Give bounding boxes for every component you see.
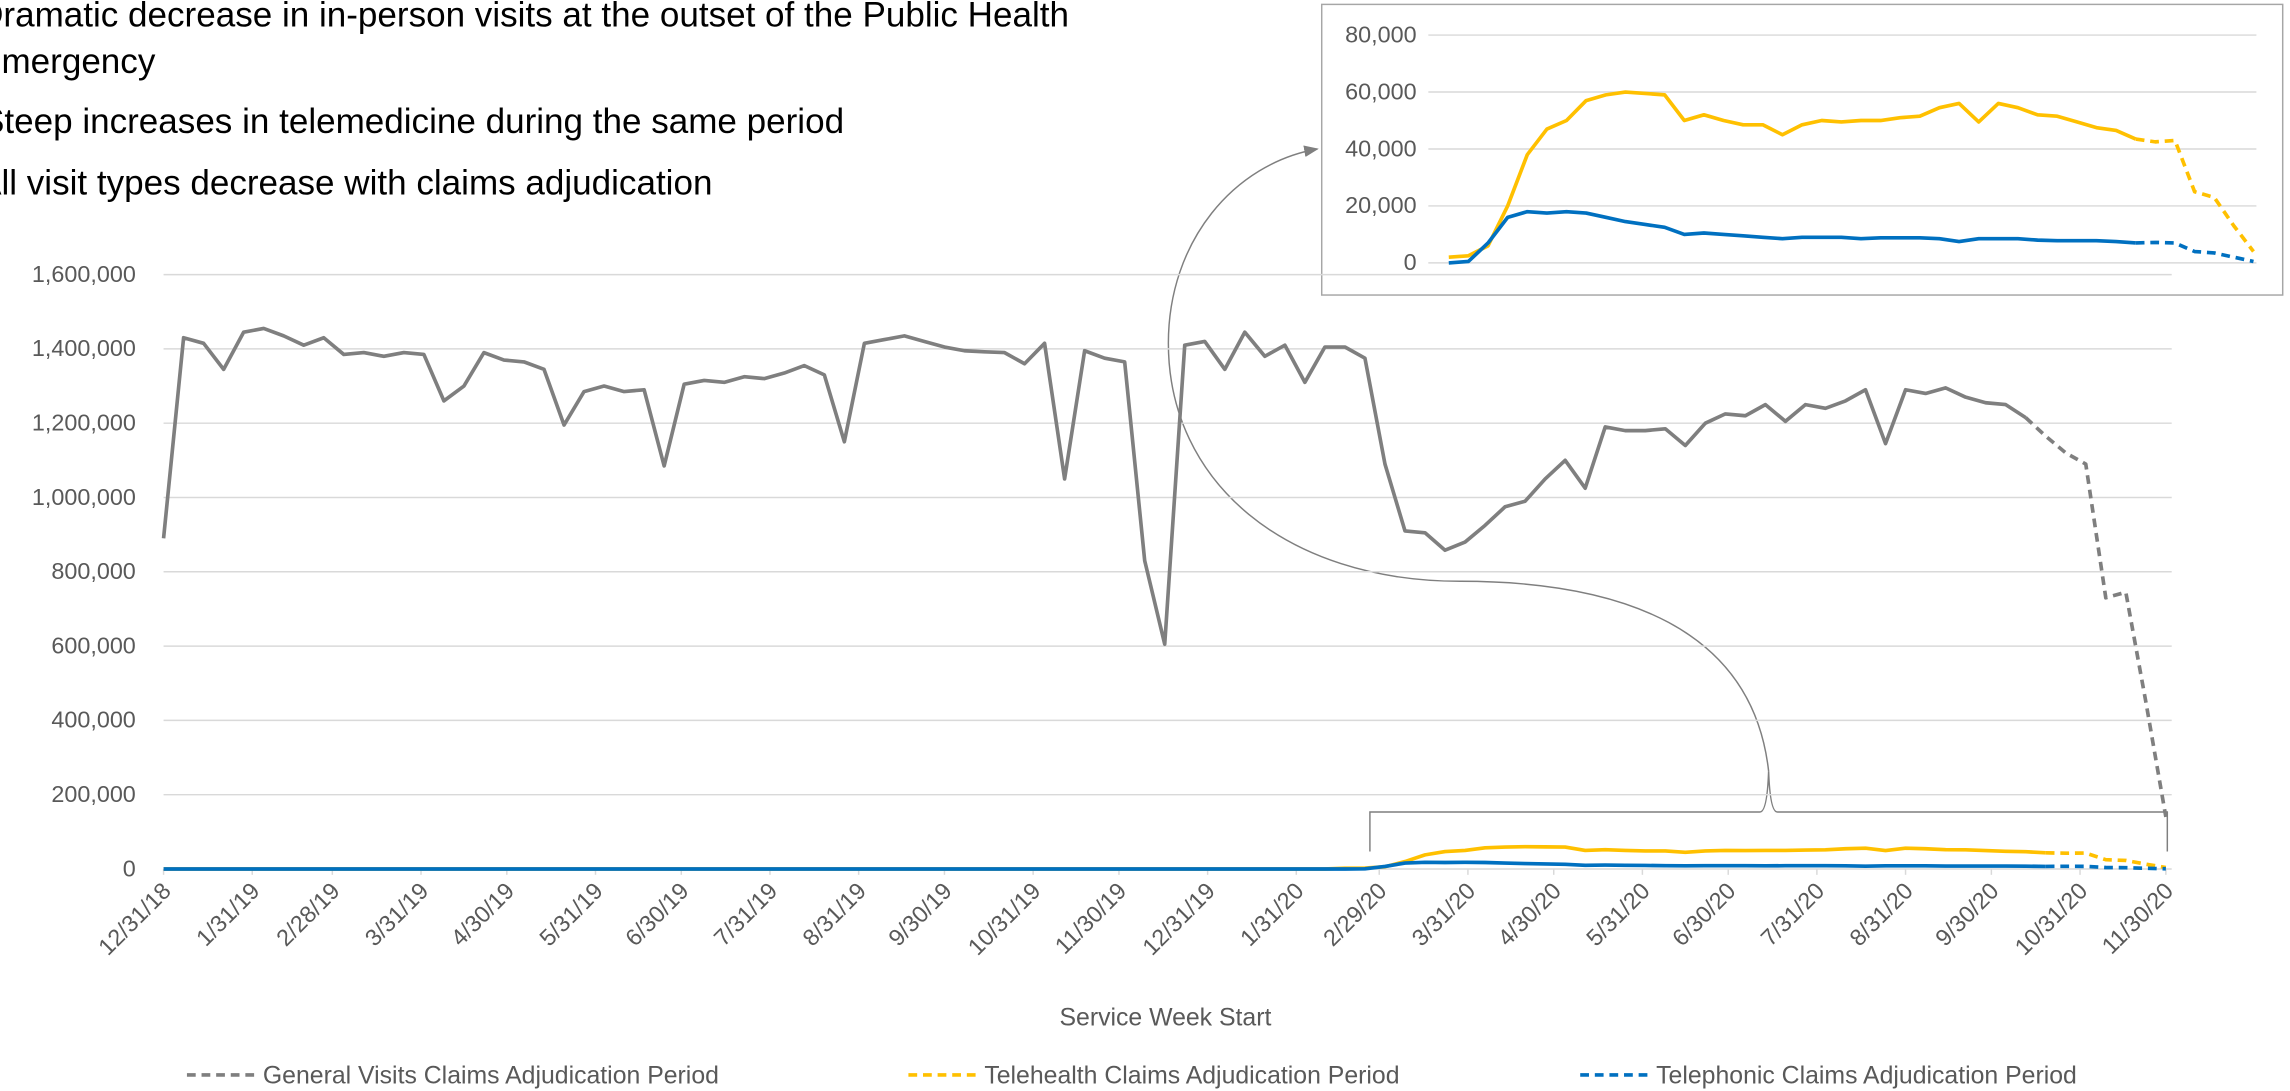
y-tick-label: 800,000 bbox=[51, 558, 135, 584]
x-tick-label: 1/31/19 bbox=[191, 878, 264, 951]
y-tick-label: 0 bbox=[1404, 249, 1417, 275]
series-line bbox=[161, 326, 2027, 647]
x-tick-label: 10/31/19 bbox=[963, 878, 1046, 961]
y-tick-label: 1,400,000 bbox=[32, 335, 136, 361]
series-line-dashed bbox=[2135, 240, 2254, 264]
x-tick-label: 6/30/19 bbox=[620, 878, 693, 951]
x-tick-label: 5/31/19 bbox=[534, 878, 607, 951]
bracket bbox=[1369, 771, 2169, 852]
x-tick-label: 11/30/19 bbox=[1050, 878, 1131, 959]
x-tick-label: 8/31/20 bbox=[1844, 878, 1918, 952]
bullet: Dramatic decrease in in-person visits at… bbox=[0, 0, 1069, 34]
x-tick-label: 10/31/20 bbox=[2010, 878, 2093, 961]
x-tick-label: 9/30/20 bbox=[1930, 878, 2004, 952]
series-line bbox=[1448, 209, 2136, 265]
x-tick-label: 1/31/20 bbox=[1235, 878, 1309, 952]
series-line-dashed bbox=[2045, 864, 2166, 871]
series-line bbox=[1448, 90, 2137, 260]
y-tick-label: 1,200,000 bbox=[32, 409, 136, 435]
x-tick-label: 2/29/20 bbox=[1318, 878, 1392, 952]
legend-label: Telehealth Claims Adjudication Period bbox=[984, 1063, 1399, 1090]
series-line-dashed bbox=[2024, 416, 2168, 818]
x-tick-label: 4/30/20 bbox=[1493, 878, 1567, 952]
x-tick-label: 6/30/20 bbox=[1667, 878, 1741, 952]
y-tick-label: 20,000 bbox=[1345, 192, 1416, 218]
y-tick-label: 60,000 bbox=[1345, 78, 1416, 104]
y-tick-label: 80,000 bbox=[1345, 21, 1416, 47]
x-tick-label: 12/31/19 bbox=[1137, 878, 1220, 961]
x-tick-label: 7/31/19 bbox=[709, 878, 782, 951]
series-line-dashed bbox=[2135, 137, 2255, 253]
y-tick-label: 400,000 bbox=[51, 707, 135, 733]
x-tick-label: 8/31/19 bbox=[797, 878, 870, 951]
bullet: Emergency bbox=[0, 42, 156, 81]
connector bbox=[1167, 145, 1770, 772]
x-tick-label: 12/31/18 bbox=[93, 878, 176, 961]
legend-label: General Visits Claims Adjudication Perio… bbox=[263, 1063, 719, 1090]
series-line-dashed bbox=[2045, 850, 2167, 870]
x-tick-label: 9/30/19 bbox=[883, 878, 956, 951]
bullet: All visit types decrease with claims adj… bbox=[0, 163, 712, 202]
series-line bbox=[163, 860, 2046, 871]
y-tick-label: 0 bbox=[123, 855, 136, 881]
y-tick-label: 1,000,000 bbox=[32, 484, 136, 510]
x-tick-label: 5/31/20 bbox=[1581, 878, 1655, 952]
x-tick-label: 7/31/20 bbox=[1756, 878, 1830, 952]
x-tick-label: 11/30/20 bbox=[2097, 878, 2178, 959]
x-tick-label: 2/28/19 bbox=[271, 878, 344, 951]
x-tick-label: 4/30/19 bbox=[446, 878, 519, 951]
bullet: Steep increases in telemedicine during t… bbox=[0, 102, 844, 141]
y-tick-label: 600,000 bbox=[51, 632, 135, 658]
x-axis-title: Service Week Start bbox=[1059, 1004, 1271, 1031]
x-tick-label: 3/31/20 bbox=[1407, 878, 1481, 952]
y-tick-label: 40,000 bbox=[1345, 135, 1416, 161]
y-tick-label: 1,600,000 bbox=[32, 261, 136, 287]
y-tick-label: 200,000 bbox=[51, 781, 135, 807]
legend-label: Telephonic Claims Adjudication Period bbox=[1656, 1063, 2077, 1090]
x-tick-label: 3/31/19 bbox=[360, 878, 433, 951]
